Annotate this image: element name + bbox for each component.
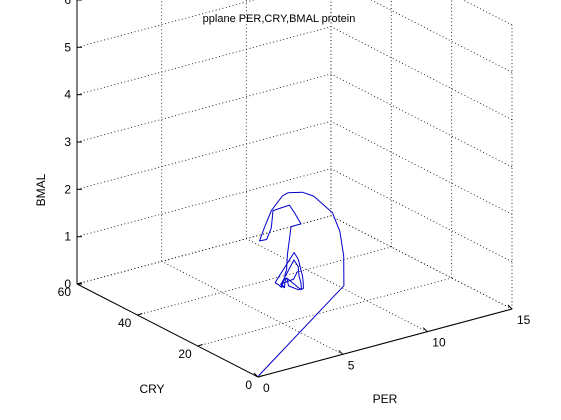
z-tick-label: 4: [64, 88, 71, 102]
z-tick-label: 3: [64, 135, 71, 149]
grid-line: [330, 215, 513, 310]
x-tick-label: 0: [263, 381, 270, 395]
y-tick-mark: [137, 313, 143, 316]
y-axis-line: [76, 283, 259, 378]
y-tick-label: 60: [58, 285, 72, 299]
grid-line: [161, 260, 343, 355]
x-tick-mark: [253, 372, 259, 378]
x-tick-label: 5: [348, 358, 355, 372]
label-layer: pplane PER,CRY,BMAL protein PER CRY BMAL: [34, 13, 398, 406]
x-tick-label: 10: [432, 336, 446, 350]
z-tick-label: 2: [64, 182, 71, 196]
grid-line: [370, 0, 513, 73]
z-tick-label: 5: [64, 40, 71, 54]
grid-line: [76, 120, 332, 190]
y-tick-mark: [257, 375, 264, 378]
z-tick-label: 1: [64, 230, 71, 244]
trajectory-series-line: [258, 191, 345, 377]
grid-line: [330, 26, 513, 121]
y-tick-mark: [197, 344, 203, 347]
grid-line: [330, 120, 513, 215]
grid-line: [330, 73, 513, 168]
y-axis-label: CRY: [139, 382, 164, 396]
x-tick-mark: [422, 327, 428, 333]
z-tick-label: 0: [64, 277, 71, 291]
y-tick-label: 20: [178, 347, 192, 361]
grid-line: [330, 168, 513, 263]
trajectory-layer: [258, 191, 345, 377]
z-tick-label: 6: [64, 0, 71, 7]
y-tick-label: 0: [245, 378, 252, 392]
chart-title: pplane PER,CRY,BMAL protein: [203, 13, 356, 25]
z-axis-label: BMAL: [34, 173, 48, 206]
grid-line: [76, 73, 332, 143]
grid-line: [246, 238, 428, 333]
x-axis-line: [257, 308, 513, 378]
grid-line: [137, 246, 392, 316]
x-tick-mark: [507, 304, 513, 310]
x-tick-mark: [338, 349, 344, 355]
grid-line: [462, 0, 513, 26]
grid-layer: [76, 0, 513, 378]
x-axis-label: PER: [373, 392, 398, 406]
x-tick-label: 15: [517, 313, 531, 327]
y-tick-label: 40: [118, 316, 132, 330]
